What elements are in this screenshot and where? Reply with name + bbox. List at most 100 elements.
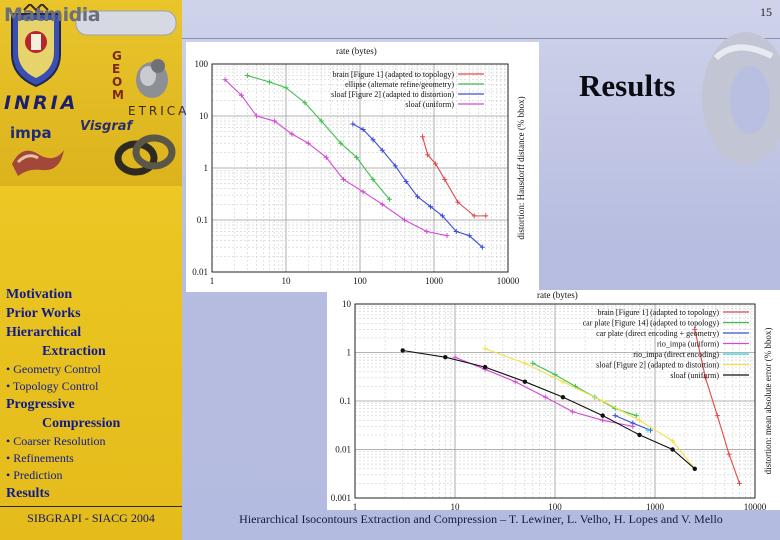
nav-item-motivation[interactable]: Motivation: [6, 287, 73, 302]
data-point: [302, 100, 308, 106]
matmidia-logo-text: Matmidia: [3, 4, 101, 26]
data-point: [370, 177, 376, 183]
data-point: [726, 451, 732, 457]
torus-3d-icon: [702, 32, 780, 164]
data-point: [482, 346, 488, 352]
data-point: [670, 447, 675, 452]
sidebar: Matmidia G E O M ETRICA INRIA impa Visgr…: [0, 0, 186, 540]
data-point: [222, 77, 228, 83]
data-point: [379, 147, 385, 153]
nav-item-prior-works[interactable]: Prior Works: [6, 306, 81, 321]
y-tick-label: 0.01: [192, 267, 208, 277]
chart-hausdorff-distortion: 1 10 100 1000 10000 0.01 0.1 1 10 100 rate (bytes)…: [186, 42, 539, 292]
legend-label: sloaf [Figure 2] (adapted to distortion): [596, 361, 719, 370]
chart-mean-absolute-error: 1 10 100 1000 10000 0.001 0.01 0.1 1 10 rate (byte…: [327, 290, 780, 510]
data-point: [379, 201, 385, 207]
matmidia-logo-icon: [75, 10, 177, 36]
legend-label: sloaf (uniform): [670, 371, 719, 380]
y-tick-label: 10: [342, 299, 352, 309]
data-point: [439, 213, 445, 219]
data-point: [403, 179, 409, 185]
data-point: [560, 379, 566, 385]
data-point: [637, 417, 643, 423]
y-tick-label: 100: [195, 59, 209, 69]
nav-subitem-refinements[interactable]: • Refinements: [6, 451, 74, 465]
y-tick-label: 0.01: [335, 445, 351, 455]
nav-item-progressive[interactable]: Progressive: [6, 397, 75, 412]
data-point: [479, 244, 485, 250]
nav-subitem-prediction[interactable]: • Prediction: [6, 468, 63, 482]
x-tick-label: 1000: [646, 502, 665, 510]
header-rule: [182, 38, 780, 39]
slide-title: Results: [579, 68, 676, 103]
x-tick-label: 100: [548, 502, 562, 510]
data-point: [400, 348, 405, 353]
data-point: [370, 137, 376, 143]
nav-subitem-topology-control[interactable]: • Topology Control: [6, 379, 99, 393]
data-point: [542, 394, 548, 400]
x-tick-label: 1000: [425, 276, 444, 286]
data-point: [453, 229, 459, 235]
data-point: [425, 152, 431, 158]
geometrica-hand-icon: [136, 59, 168, 98]
geometrica-letters: G E O M: [112, 50, 128, 102]
data-point: [244, 73, 250, 79]
data-point: [466, 233, 472, 239]
nav-item-results[interactable]: Results: [6, 486, 50, 501]
nav-subitem-coarser-resolution[interactable]: • Coarser Resolution: [6, 434, 106, 448]
legend-label: rio_impa (uniform): [657, 340, 719, 349]
data-point: [482, 364, 488, 370]
data-point: [323, 154, 329, 160]
data-point: [238, 92, 244, 98]
y-tick-label: 10: [199, 111, 209, 121]
data-point: [386, 196, 392, 202]
x-tick-label: 1: [210, 276, 215, 286]
y-axis-label: distortion: Hausdorff distance (% bbox): [516, 96, 526, 239]
data-point: [354, 154, 360, 160]
chart-mae-svg: 1 10 100 1000 10000 0.001 0.01 0.1 1 10 rate (byte…: [331, 290, 773, 510]
data-point: [350, 121, 356, 127]
nav-item-extraction[interactable]: Extraction: [42, 344, 106, 359]
university-crest-icon: [11, 4, 61, 88]
inria-logo: INRIA: [4, 92, 79, 114]
data-point: [530, 360, 536, 366]
data-point: [737, 480, 743, 486]
data-point: [267, 79, 273, 85]
data-point: [633, 413, 639, 419]
data-point: [341, 177, 347, 183]
nav-item-hierarchical[interactable]: Hierarchical: [6, 325, 82, 340]
data-point: [254, 113, 260, 119]
torus-knot-icon: [114, 134, 176, 176]
data-point: [455, 199, 461, 205]
x-tick-label: 10000: [744, 502, 767, 510]
footer-citation: Hierarchical Isocontours Extraction and …: [239, 512, 723, 526]
x-tick-label: 10000: [497, 276, 520, 286]
data-point: [318, 118, 324, 124]
legend-label: sloaf [Figure 2] (adapted to distortion): [331, 90, 454, 99]
legend-label: brain [Figure 1] (adapted to topology): [597, 308, 719, 317]
data-point: [424, 229, 430, 235]
x-tick-label: 10: [451, 502, 461, 510]
geometrica-letter: G: [112, 49, 122, 63]
legend-label: brain [Figure 1] (adapted to topology): [332, 70, 454, 79]
geometrica-letter: E: [112, 62, 121, 76]
data-point: [415, 194, 421, 200]
nav-item-compression[interactable]: Compression: [42, 416, 121, 431]
data-point: [645, 427, 651, 433]
data-point: [522, 379, 528, 384]
footer-conference: SIBGRAPI - SIACG 2004: [0, 506, 182, 526]
nav-subitem-geometry-control[interactable]: • Geometry Control: [6, 362, 101, 376]
legend-label: rio_impa (direct encoding): [633, 350, 719, 359]
data-point: [570, 409, 576, 415]
data-point: [433, 161, 439, 167]
data-point: [637, 432, 642, 438]
data-point: [483, 213, 489, 219]
y-tick-label: 1: [204, 163, 209, 173]
x-axis-label: rate (bytes): [336, 46, 377, 56]
data-point: [471, 213, 477, 219]
data-point: [338, 140, 344, 146]
data-point: [692, 326, 698, 332]
legend-label: sloaf (uniform): [405, 100, 454, 109]
impa-shape-icon: [12, 150, 64, 176]
